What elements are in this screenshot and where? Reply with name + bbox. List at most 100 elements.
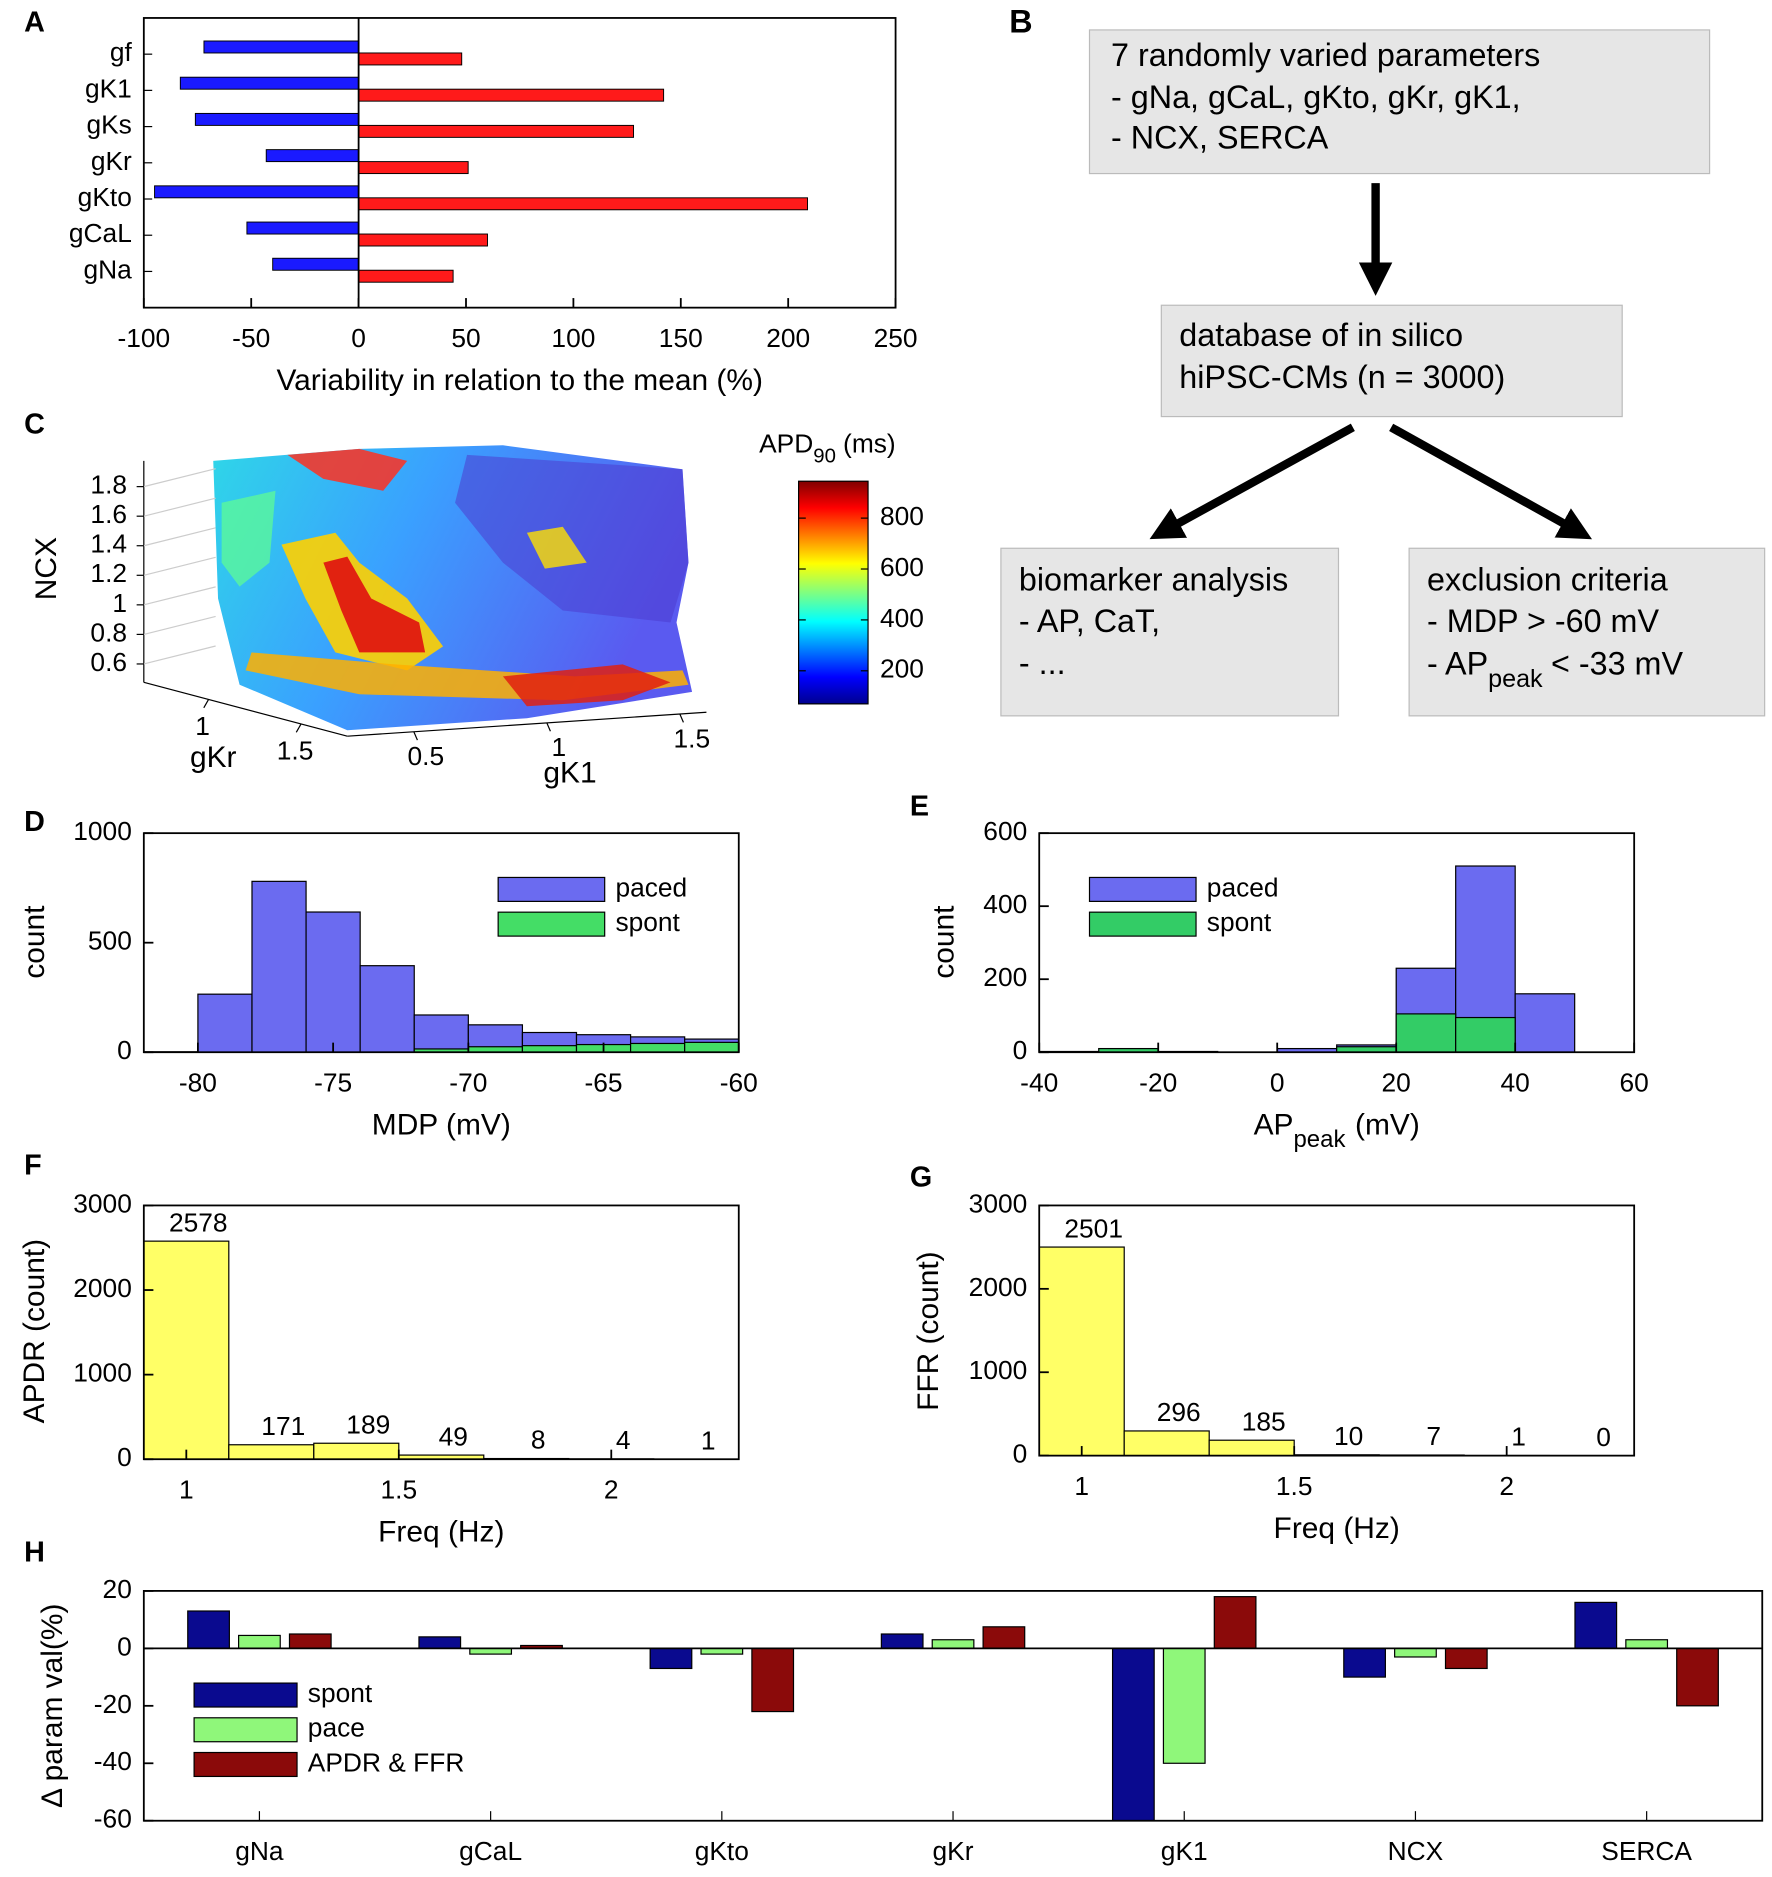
bar <box>1343 1647 1386 1678</box>
panel-label: D <box>24 806 45 838</box>
axes-frame <box>142 1204 740 1461</box>
z-tick-label: 1.8 <box>90 470 127 500</box>
value-label: 189 <box>346 1409 390 1439</box>
x-tick-label: 1.5 <box>1276 1471 1313 1501</box>
x-tick-label: 2 <box>604 1474 619 1504</box>
grid-line <box>143 468 216 488</box>
box-text: - MDP > -60 mV <box>1427 603 1659 639</box>
surface-patch <box>287 448 408 491</box>
box <box>1088 29 1711 175</box>
bar <box>288 1633 332 1649</box>
legend-swatch <box>193 1751 298 1778</box>
axes-frame <box>142 17 897 309</box>
x-axis-label: APpeak (mV) <box>1254 1108 1420 1153</box>
x-tick-label: -40 <box>1020 1067 1058 1097</box>
x-tick-label: gKto <box>695 1836 749 1866</box>
x-tick-label: -70 <box>449 1067 487 1097</box>
x-tick-label: 100 <box>551 323 595 353</box>
bar <box>684 1041 740 1053</box>
y-tick-label: 0 <box>117 1442 132 1472</box>
arrow <box>1149 423 1355 540</box>
x-tick-label: 1 <box>179 1474 194 1504</box>
x-tick-label: -20 <box>1139 1067 1177 1097</box>
x-tick-label: gNa <box>235 1836 284 1866</box>
x-tick-label: -100 <box>117 323 170 353</box>
x-tick-label: 1.5 <box>380 1474 417 1504</box>
panel-label: B <box>1009 3 1032 39</box>
legend-label: paced <box>1207 872 1279 902</box>
z-tick-label: 0.8 <box>90 617 127 647</box>
grid-line <box>143 615 216 635</box>
x-tick-label: 0 <box>1270 1067 1285 1097</box>
legend-label: spont <box>615 907 680 937</box>
bar <box>194 112 360 126</box>
y-tick-label: 600 <box>983 816 1027 846</box>
legend-label: paced <box>615 872 687 902</box>
bar <box>1625 1639 1669 1649</box>
bar <box>265 149 360 163</box>
x-axis-label: AP <box>1254 1108 1294 1141</box>
bar <box>197 993 253 1053</box>
box <box>1000 547 1340 717</box>
x-tick <box>413 731 418 741</box>
x-tick-label: 50 <box>451 323 480 353</box>
bar <box>359 965 415 1053</box>
bar <box>238 1634 281 1649</box>
y-tick-label: 500 <box>88 926 132 956</box>
value-label: 296 <box>1157 1397 1201 1427</box>
bar <box>649 1647 693 1670</box>
y-tick-label: -40 <box>94 1746 132 1776</box>
bar <box>251 880 307 1053</box>
y-axis-label: gKr <box>190 741 237 774</box>
surface-patch <box>502 664 671 707</box>
x-tick-label: 0.5 <box>407 741 444 771</box>
x-axis-label: gK1 <box>543 756 596 789</box>
x-tick-label: 1 <box>1074 1471 1089 1501</box>
x-tick-label: 1.5 <box>674 723 711 753</box>
legend-swatch <box>193 1682 298 1708</box>
value-label: 171 <box>261 1411 305 1441</box>
x-tick-label: 40 <box>1501 1067 1530 1097</box>
surface <box>213 445 693 731</box>
y-tick-label: gKs <box>86 110 131 140</box>
x-tick-label: gCaL <box>459 1836 522 1866</box>
colorbar-tick-label: 600 <box>880 552 924 582</box>
y-tick-label: gK1 <box>85 73 132 103</box>
panel-label: H <box>24 1536 45 1568</box>
bar <box>751 1647 795 1713</box>
panel-label: E <box>910 791 929 823</box>
colorbar-tick-label: 200 <box>880 654 924 684</box>
flowchart: B 7 randomly varied parameters - gNa, gC… <box>1000 3 1766 717</box>
bar <box>1394 1647 1437 1658</box>
bar <box>154 185 360 199</box>
bar <box>1574 1601 1618 1649</box>
box-text: database of in silico <box>1179 317 1463 353</box>
bar <box>358 88 665 102</box>
x-axis-label: Variability in relation to the mean (%) <box>276 364 762 397</box>
box-text: - APpeak < -33 mV <box>1427 645 1683 692</box>
bar <box>179 76 360 90</box>
y-axis-label: APDR (count) <box>18 1239 51 1423</box>
z-tick-label: 1.6 <box>90 499 127 529</box>
y-tick-label: 200 <box>983 962 1027 992</box>
value-label: 0 <box>1596 1422 1611 1452</box>
colorbar-tick-label: 800 <box>880 501 924 531</box>
value-label: 2578 <box>169 1207 228 1237</box>
y-tick <box>295 723 302 733</box>
box-text: hiPSC-CMs (n = 3000) <box>1179 359 1505 395</box>
axis-line <box>347 711 707 737</box>
bar <box>880 1633 924 1649</box>
bar <box>358 52 463 66</box>
box <box>1160 304 1623 418</box>
x-tick <box>546 722 551 732</box>
box-text: 7 randomly varied parameters <box>1111 37 1540 73</box>
bar <box>1514 993 1576 1053</box>
y-tick-label: gCaL <box>69 218 132 248</box>
colorbar-label: APD90 (ms) <box>759 428 896 467</box>
surface-patch <box>323 556 426 653</box>
x-tick-label: 60 <box>1620 1067 1649 1097</box>
panel-label: C <box>24 409 45 441</box>
bar <box>1111 1647 1155 1822</box>
box-text: < -33 mV <box>1551 645 1683 681</box>
